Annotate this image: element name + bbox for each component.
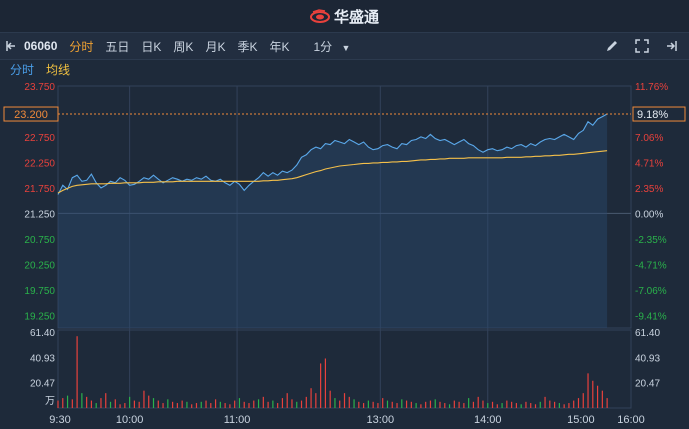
volume-unit-label: 万	[45, 396, 55, 407]
x-tick-label: 15:00	[567, 414, 595, 426]
x-tick-label: 11:00	[224, 414, 251, 426]
price-tick-label: 20.750	[24, 235, 55, 246]
price-tick-label: 22.250	[24, 158, 55, 169]
tab-five-day[interactable]: 五日	[105, 39, 130, 54]
price-tick-label: 20.250	[24, 260, 55, 271]
tab-quarterly-k[interactable]: 季K	[237, 39, 258, 54]
tab-yearly-k[interactable]: 年K	[269, 39, 290, 54]
volume-tick-label: 20.47	[30, 379, 55, 390]
subtab-average[interactable]: 均线	[46, 62, 71, 77]
fullscreen-icon[interactable]	[635, 39, 649, 53]
interval-select[interactable]: 1分 ▼	[307, 38, 356, 55]
tab-weekly-k[interactable]: 周K	[173, 39, 194, 54]
price-tick-label: 19.750	[24, 286, 55, 297]
timeshare-chart[interactable]: 23.75011.76%23.2509.41%22.7507.06%22.250…	[0, 78, 689, 429]
volume-tick-label-right: 61.40	[635, 328, 660, 339]
chart-subtabs: 分时 均线	[0, 60, 689, 78]
average-series-line	[57, 150, 608, 194]
x-tick-label: 10:00	[116, 414, 144, 426]
current-pct-box	[632, 106, 686, 122]
price-tick-label: 21.750	[24, 184, 55, 195]
tab-timeshare[interactable]: 分时	[69, 39, 94, 54]
brand-logo-icon	[309, 9, 330, 23]
brand-bar: 华盛通	[0, 0, 689, 32]
expand-right-icon[interactable]	[665, 39, 679, 53]
tab-daily-k[interactable]: 日K	[141, 39, 162, 54]
pct-tick-label: -7.06%	[635, 286, 667, 297]
brand-name: 华盛通	[333, 8, 379, 26]
price-tick-label: 23.750	[24, 82, 55, 93]
x-tick-label: 9:30	[49, 414, 70, 426]
current-pct-label: 9.18%	[637, 109, 668, 121]
price-tick-label: 21.250	[24, 209, 55, 220]
pct-tick-label: -2.35%	[635, 235, 667, 246]
price-area	[58, 114, 608, 328]
subtab-timeshare[interactable]: 分时	[10, 62, 35, 77]
volume-tick-label: 40.93	[30, 353, 55, 364]
price-plot-frame	[57, 85, 632, 329]
chevron-down-icon: ▼	[341, 42, 351, 53]
price-series-line	[57, 113, 608, 195]
volume-tick-label-right: 20.47	[635, 379, 660, 390]
interval-value: 1分	[313, 39, 333, 54]
pct-tick-label: 0.00%	[635, 209, 663, 220]
x-tick-label: 14:00	[474, 414, 502, 426]
current-price-box	[3, 106, 59, 122]
volume-tick-label-right: 40.93	[635, 353, 660, 364]
volume-tick-label: 61.40	[30, 328, 55, 339]
pct-tick-label: 2.35%	[635, 184, 663, 195]
pct-tick-label: 4.71%	[635, 158, 663, 169]
tab-monthly-k[interactable]: 月K	[205, 39, 226, 54]
price-tick-label: 22.750	[24, 133, 55, 144]
current-price-label: 23.200	[14, 109, 48, 121]
brand: 华盛通	[309, 6, 379, 27]
x-tick-label: 16:00	[617, 414, 645, 426]
pct-tick-label: 7.06%	[635, 133, 663, 144]
pct-tick-label: -9.41%	[635, 311, 667, 322]
x-tick-label: 13:00	[367, 414, 395, 426]
pencil-icon[interactable]	[605, 39, 619, 53]
pct-tick-label: -4.71%	[635, 260, 667, 271]
price-tick-label: 19.250	[24, 311, 55, 322]
stock-code: 06060	[24, 39, 58, 53]
toolbar-right-icons	[601, 39, 683, 53]
pct-tick-label: 11.76%	[635, 82, 668, 93]
toolbar: 06060 分时 五日 日K 周K 月K 季K 年K 1分 ▼	[0, 32, 689, 60]
collapse-left-icon[interactable]	[4, 39, 18, 53]
